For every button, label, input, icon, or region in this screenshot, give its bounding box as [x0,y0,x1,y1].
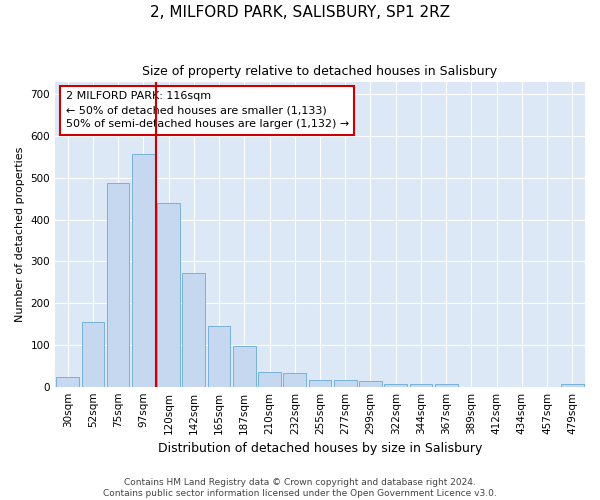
Bar [233,346,256,387]
X-axis label: Distribution of detached houses by size in Salisbury: Distribution of detached houses by size … [158,442,482,455]
Bar [435,384,458,386]
Bar [334,380,356,386]
Bar [107,184,130,386]
Text: 2 MILFORD PARK: 116sqm
← 50% of detached houses are smaller (1,133)
50% of semi-: 2 MILFORD PARK: 116sqm ← 50% of detached… [65,91,349,129]
Y-axis label: Number of detached properties: Number of detached properties [15,146,25,322]
Bar [385,384,407,386]
Text: 2, MILFORD PARK, SALISBURY, SP1 2RZ: 2, MILFORD PARK, SALISBURY, SP1 2RZ [150,5,450,20]
Bar [258,372,281,386]
Bar [56,378,79,386]
Bar [182,273,205,386]
Bar [157,203,180,386]
Title: Size of property relative to detached houses in Salisbury: Size of property relative to detached ho… [142,65,497,78]
Bar [283,374,306,386]
Text: Contains HM Land Registry data © Crown copyright and database right 2024.
Contai: Contains HM Land Registry data © Crown c… [103,478,497,498]
Bar [132,154,155,386]
Bar [561,384,584,386]
Bar [410,384,433,386]
Bar [208,326,230,386]
Bar [359,382,382,386]
Bar [308,380,331,386]
Bar [82,322,104,386]
